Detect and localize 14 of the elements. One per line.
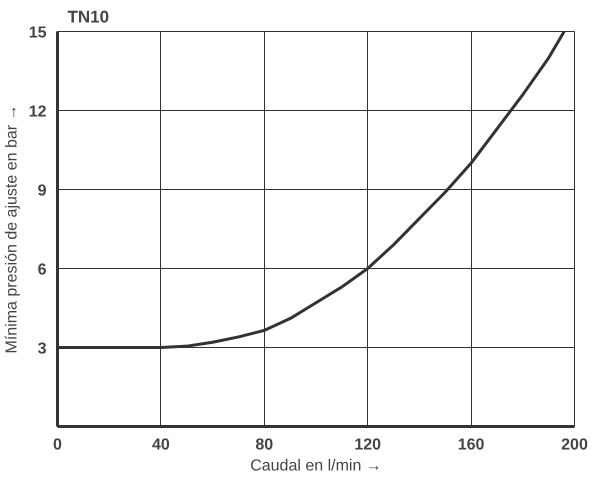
y-tick-label: 3	[38, 340, 47, 358]
chart-title: TN10	[68, 8, 110, 26]
x-tick-label: 0	[53, 436, 62, 454]
y-tick-label: 9	[38, 182, 47, 200]
y-tick-label: 12	[28, 104, 47, 120]
y-tick-label: 15	[28, 24, 47, 42]
y-axis-title: Mínima presión de ajuste en bar →	[4, 104, 21, 354]
x-tick-label: 200	[561, 436, 588, 454]
x-tick-label: 80	[255, 436, 274, 454]
x-tick-label: 120	[354, 436, 382, 454]
y-tick-label: 6	[38, 262, 47, 278]
x-tick-label: 40	[152, 436, 170, 454]
x-axis-title: Caudal en l/min →	[250, 458, 382, 474]
x-tick-label: 160	[458, 436, 485, 454]
